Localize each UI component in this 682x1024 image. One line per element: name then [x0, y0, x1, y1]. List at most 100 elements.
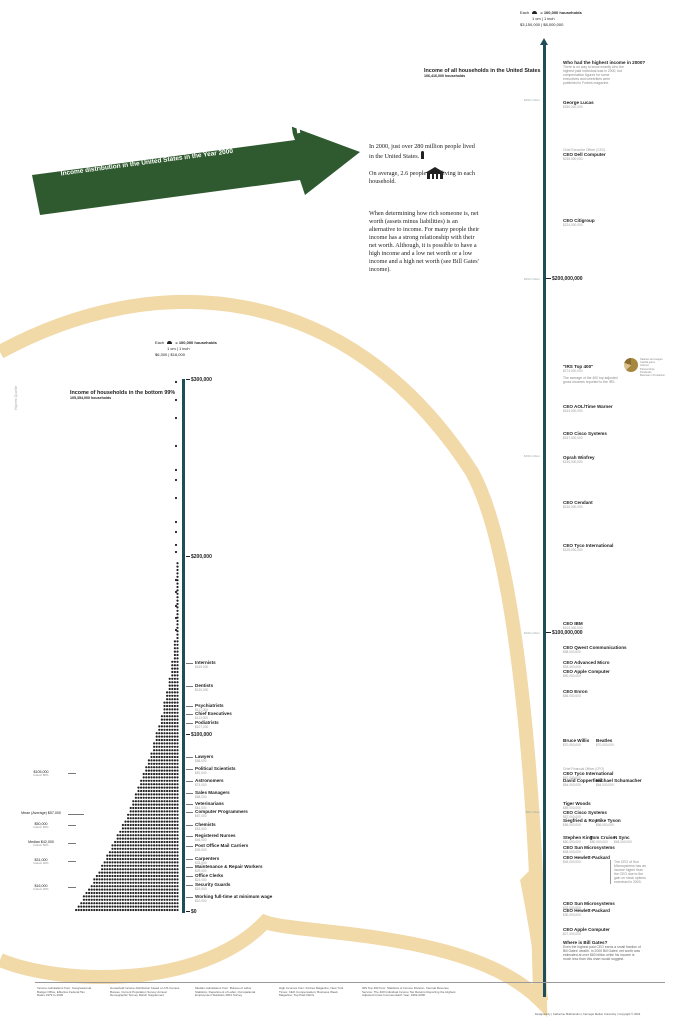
household-dot: [85, 895, 88, 898]
right-pair-a-value: $50,000,000: [563, 840, 581, 845]
household-dot: [176, 602, 179, 606]
household-dot: [171, 837, 174, 840]
household-dot: [127, 813, 130, 816]
household-dot: [166, 837, 169, 840]
household-dot: [171, 670, 174, 674]
household-dot: [168, 789, 171, 793]
left-stat-leader: [68, 843, 76, 844]
footer-col-3: Median calculations from: Bureau of Labo…: [195, 986, 256, 998]
household-dot: [173, 905, 176, 908]
household-dot: [158, 878, 161, 881]
household-dot: [140, 864, 143, 867]
top-legend-each: Each: [520, 10, 530, 15]
household-dot: [153, 878, 156, 881]
household-dot: [111, 878, 114, 881]
household-dot: [108, 868, 111, 871]
household-dot: [153, 861, 156, 864]
household-dot: [127, 891, 130, 895]
household-dot: [160, 796, 163, 799]
household-dot: [166, 864, 169, 867]
nsync-entry: N Sync $48,000,000: [614, 835, 632, 844]
household-dot: [134, 796, 137, 799]
household-dot: [163, 851, 166, 854]
right-entry: CEO Sun Microsystems $32,000,000: [563, 901, 615, 910]
footer-col-4: High incomes from: Forbes Magazine; New …: [279, 986, 344, 998]
household-dot: [147, 800, 150, 803]
household-dot: [163, 769, 166, 772]
household-dot: [155, 827, 158, 830]
household-dot: [166, 902, 169, 905]
top-chart-count: 106,416,000 households: [424, 74, 466, 78]
household-dot: [168, 701, 171, 704]
occupation-income: $113,000: [195, 716, 209, 721]
household-dot: [116, 885, 119, 888]
household-dot: [155, 861, 158, 864]
household-dot: [114, 874, 117, 878]
household-dot: [155, 854, 158, 857]
household-dot: [134, 874, 137, 878]
household-dot: [163, 891, 166, 895]
household-dot: [160, 789, 163, 793]
household-dot: [158, 908, 161, 912]
right-pair-b-name: Tom Cruise: [590, 835, 615, 840]
household-dot: [163, 772, 166, 776]
household-dot: [173, 677, 176, 680]
household-dot: [160, 718, 163, 721]
household-dot: [153, 762, 156, 765]
household-dot: [155, 766, 158, 769]
household-dot: [163, 783, 166, 786]
household-dot: [140, 800, 143, 803]
right-entry-value: $57,000,000: [563, 815, 581, 820]
household-dot: [150, 752, 153, 755]
household-dot: [150, 874, 153, 878]
household-dot: [168, 691, 171, 694]
household-dot: [171, 762, 174, 765]
household-dot: [173, 844, 176, 847]
household-dot: [150, 878, 153, 881]
household-dot: [168, 738, 171, 742]
household-dot: [121, 840, 124, 844]
household-dot: [114, 871, 117, 874]
household-dot: [171, 803, 174, 806]
right-pair-a-name: Bruce Willis: [563, 738, 590, 743]
household-dot: [176, 647, 179, 650]
household-dot: [145, 793, 148, 796]
right-entry-name: CEO Sun Microsystems: [563, 901, 615, 906]
intro-p2: On average, 2.6 people were living in ea…: [369, 170, 479, 186]
occupation-name: Registered Nurses: [195, 833, 236, 838]
household-dot: [150, 810, 153, 813]
household-dot: [142, 789, 145, 793]
household-dot: [155, 820, 158, 823]
household-dot: [114, 854, 117, 857]
occupation-name: Veterinarians: [195, 801, 224, 806]
household-dot: [140, 871, 143, 874]
household-dot: [132, 898, 135, 901]
household-dot: [155, 837, 158, 840]
right-entry-name: CEO Apple Computer: [563, 927, 610, 932]
left-stat-sub: bottom 40%: [33, 861, 49, 865]
household-dot: [163, 810, 166, 813]
household-dot: [147, 789, 150, 793]
household-dot: [163, 759, 166, 762]
household-dot: [108, 898, 111, 901]
household-dot: [142, 905, 145, 908]
household-dot: [137, 803, 140, 806]
household-dot: [98, 878, 101, 881]
household-dot: [166, 834, 169, 837]
household-dot: [137, 864, 140, 867]
household-dot: [88, 902, 91, 905]
household-dot: [145, 851, 148, 854]
household-dot: [114, 844, 117, 847]
occupation-name: Internists: [195, 660, 216, 665]
household-dot: [132, 878, 135, 881]
household-dot: [160, 810, 163, 813]
top-legend-inch: 1 inch: [543, 16, 555, 21]
household-dot: [171, 851, 174, 854]
household-dot: [171, 687, 174, 691]
household-dot: [124, 857, 127, 861]
household-dot: [101, 864, 104, 867]
household-dot: [119, 885, 122, 888]
right-pair-b-name: Mike Tyson: [596, 818, 621, 823]
household-dot: [150, 830, 153, 833]
household-dot: [173, 840, 176, 844]
